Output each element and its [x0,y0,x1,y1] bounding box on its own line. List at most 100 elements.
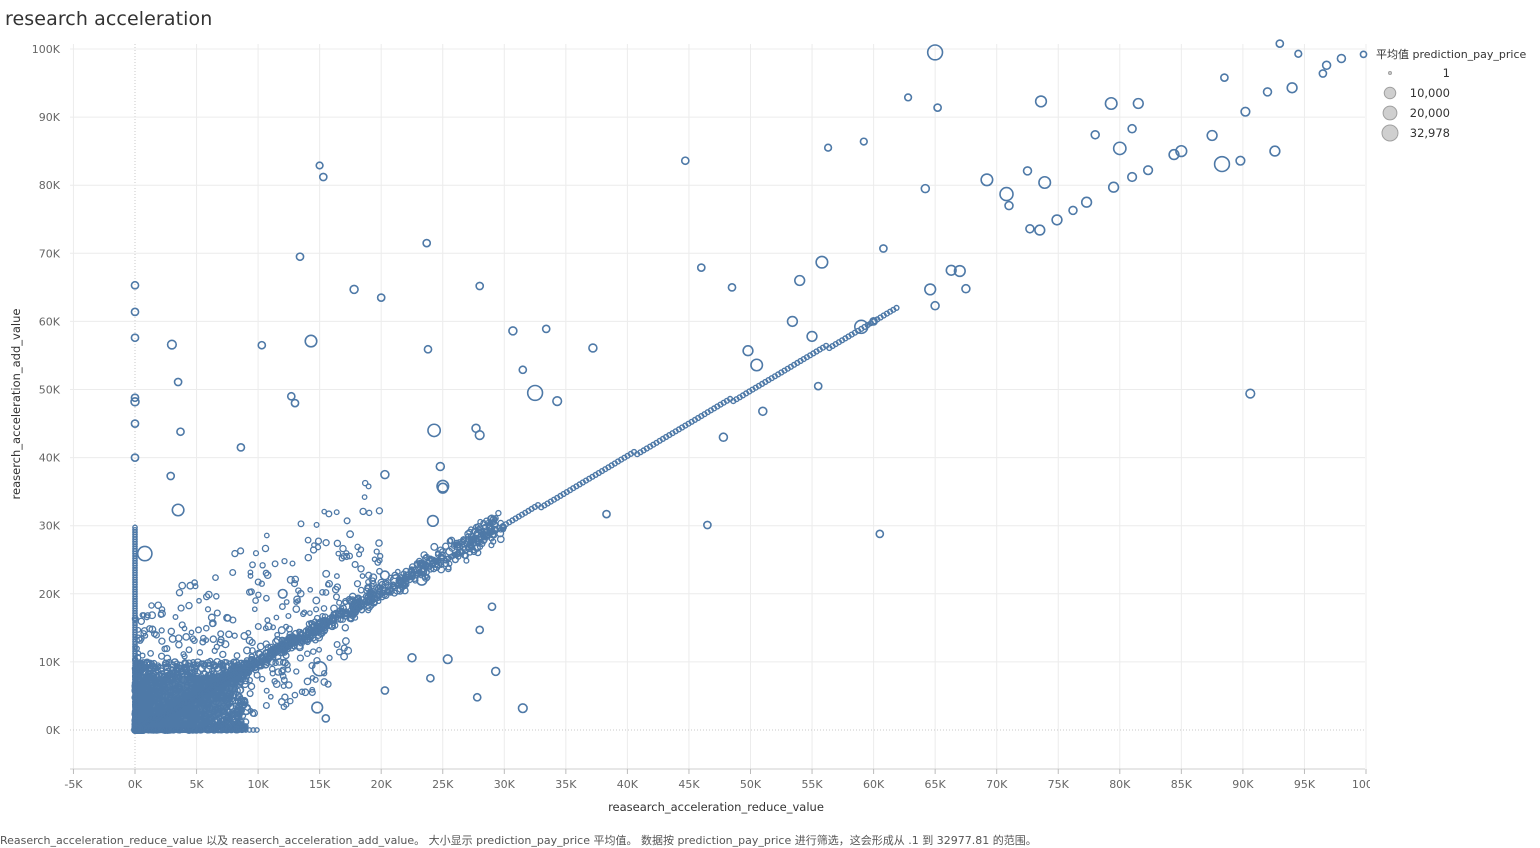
scatter-point [163,664,170,671]
scatter-point [194,727,201,733]
scatter-point [158,627,165,634]
scatter-point [147,649,155,657]
scatter-point [1034,224,1046,236]
scatter-point [333,539,342,548]
scatter-point [315,161,324,170]
scatter-point [310,648,317,655]
scatter-point [264,617,271,624]
scatter-point [146,667,155,676]
scatter-point [163,645,171,653]
scatter-point [174,634,183,643]
scatter-point [434,550,441,557]
scatter-point [177,604,185,612]
scatter-point [246,676,254,684]
scatter-point [206,727,212,733]
scatter-point [193,658,202,667]
scatter-point [130,307,140,317]
scatter-point [311,660,328,677]
x-tick-label: 10K [247,778,269,791]
legend-size-label: 10,000 [1410,86,1450,100]
scatter-point [234,691,242,699]
scatter-point [321,670,328,677]
scatter-point [926,44,944,61]
legend-size-circle [1388,71,1392,75]
scatter-point [1127,123,1137,134]
scatter-point [1213,155,1231,173]
scatter-point [314,537,323,545]
scatter-point [165,727,172,733]
scatter-point [322,569,331,578]
scatter-point [474,429,485,441]
scatter-point [930,300,940,311]
scatter-point [203,637,210,644]
scatter-point [304,334,318,348]
scatter-point [526,384,544,402]
y-axis-ticks: 0K 10K 20K 30K 40K 50K 60K 70K 80K 90K 100K [32,43,61,737]
x-tick-label: 5K [189,778,204,791]
y-tick-label: 0K [46,724,61,737]
scatter-point [202,624,210,632]
scatter-point [213,609,221,617]
x-tick-label: -5K [64,778,83,791]
scatter-point [137,661,144,668]
scatter-point [293,599,299,605]
scatter-point [325,580,333,588]
scatter-point [143,727,149,733]
scatter-point [980,173,994,187]
scatter-point [375,507,384,515]
scatter-point [483,517,490,524]
scatter-point [750,358,764,372]
scatter-point [1235,155,1246,166]
scatter-point [235,695,242,702]
scatter-point [207,657,214,665]
scatter-point [437,482,449,494]
scatter-point [742,345,754,357]
legend-size-label: 1 [1443,66,1450,80]
scatter-point [280,683,287,690]
scatter-point [249,561,256,569]
y-tick-label: 10K [39,656,61,669]
scatter-point [313,521,320,528]
scatter-point [224,727,231,733]
scatter-point [170,672,178,679]
scatter-point [462,552,469,560]
scatter-point [423,344,433,354]
scatter-point [718,432,729,442]
scatter-point [135,727,142,733]
scatter-point [263,532,270,539]
scatter-point [1175,144,1188,158]
scatter-point [286,575,295,584]
scatter-point [221,640,230,649]
scatter-point [1336,53,1347,64]
scatter-point [340,652,349,661]
scatter-point [1104,96,1118,111]
x-tick-label: 20K [371,778,393,791]
scatter-point [1112,141,1127,156]
scatter-point [378,580,386,588]
scatter-point [335,550,342,557]
scatter-point [859,137,868,146]
scatter-point [311,701,324,714]
scatter-point [142,632,149,639]
scatter-point [262,701,270,710]
scatter-point [202,727,209,733]
x-tick-label: 100K [1352,778,1370,791]
scatter-point [472,692,482,702]
scatter-point [339,544,347,553]
scatter-point [477,518,484,525]
scatter-point [1080,196,1093,208]
scatter-point [361,479,369,487]
scatter-point [1275,39,1285,48]
scatter-point [252,597,259,604]
scatter-point [158,727,164,733]
y-tick-label: 20K [39,588,61,601]
scatter-point [336,599,343,606]
scatter-point [263,571,272,580]
chart-title: research acceleration [5,8,213,30]
scatter-point [297,520,305,528]
scatter-point [139,727,146,733]
x-tick-label: 60K [863,778,885,791]
scatter-point [297,589,305,598]
scatter-point [961,283,971,294]
size-legend: 平均值 prediction_pay_price 1 10,000 20,000 32… [1376,46,1538,148]
